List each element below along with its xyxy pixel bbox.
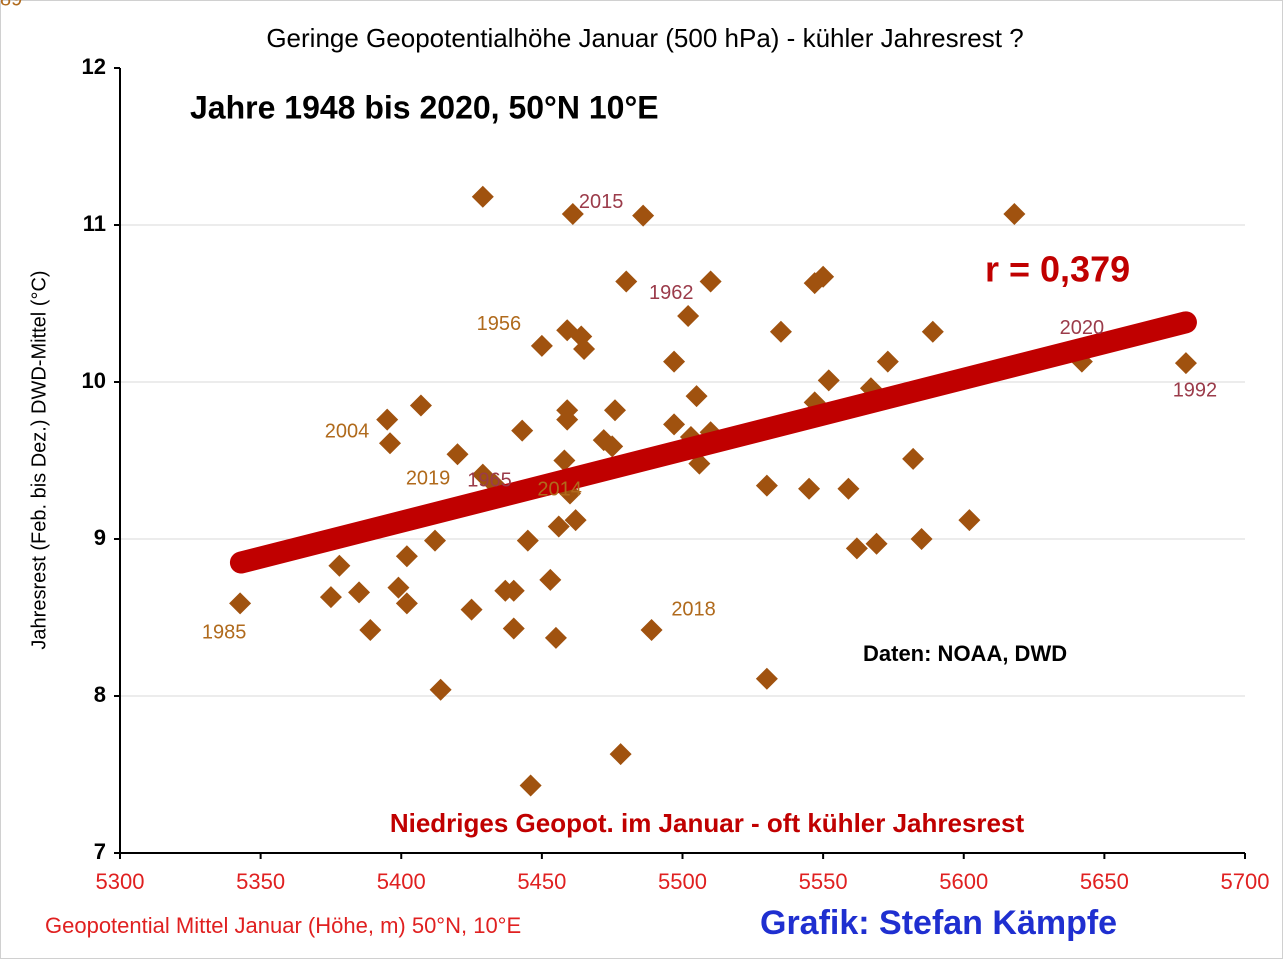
- point: [516, 529, 539, 552]
- point: [865, 532, 888, 555]
- trend-line: [229, 311, 1197, 574]
- point: [379, 432, 401, 455]
- point: [615, 270, 638, 293]
- source: Daten: NOAA, DWD: [863, 641, 1067, 666]
- point: [1174, 352, 1197, 375]
- point: [1003, 203, 1026, 226]
- x-tick-label: 5300: [96, 869, 145, 894]
- point-label: 1989: [0, 0, 22, 10]
- point: [755, 667, 778, 690]
- point: [685, 385, 708, 408]
- point: [604, 399, 626, 422]
- point: [556, 408, 579, 431]
- point: [511, 419, 534, 442]
- point: [424, 529, 446, 552]
- x-axis-label: Geopotential Mittel Januar (Höhe, m) 50°…: [45, 913, 521, 938]
- point-label: 2014: [537, 478, 582, 500]
- point: [502, 579, 525, 602]
- point: [359, 619, 382, 642]
- point: [539, 568, 562, 591]
- y-axis-label: Jahresrest (Feb. bis Dez.) DWD-Mittel (°…: [28, 270, 50, 649]
- y-tick-label: 7: [94, 839, 106, 864]
- point: [319, 586, 342, 609]
- point: [387, 576, 410, 599]
- y-tick-label: 9: [94, 525, 106, 550]
- point: [640, 619, 663, 642]
- point-label: 1985: [202, 622, 247, 644]
- point: [502, 617, 525, 640]
- point-label: 2020: [1060, 317, 1105, 339]
- point: [561, 203, 584, 226]
- point: [460, 598, 483, 621]
- point: [395, 545, 418, 568]
- y-tick-label: 10: [82, 368, 106, 393]
- point: [910, 528, 933, 550]
- point-label: 1956: [477, 313, 522, 335]
- point: [755, 474, 778, 497]
- point: [817, 369, 840, 392]
- point: [958, 509, 981, 532]
- point: [921, 320, 944, 343]
- point: [663, 413, 686, 436]
- point: [429, 678, 452, 701]
- point-label: 1965: [467, 470, 512, 492]
- point: [530, 334, 553, 357]
- point: [632, 204, 655, 227]
- x-tick-label: 5700: [1221, 869, 1270, 894]
- x-tick-label: 5400: [377, 869, 426, 894]
- point: [446, 443, 469, 466]
- chart-title: Geringe Geopotentialhöhe Januar (500 hPa…: [266, 23, 1023, 53]
- point: [769, 320, 792, 343]
- point-label: 2015: [579, 191, 624, 213]
- credit: Grafik: Stefan Kämpfe: [760, 904, 1117, 942]
- point-label: 2018: [671, 598, 716, 620]
- y-tick-label: 8: [94, 682, 106, 707]
- point: [395, 592, 418, 615]
- point: [699, 270, 722, 293]
- note: Niedriges Geopot. im Januar - oft kühler…: [390, 808, 1025, 838]
- point: [409, 394, 432, 417]
- point-label: 1992: [1173, 379, 1218, 401]
- point-label: 2019: [406, 467, 451, 489]
- point: [564, 509, 587, 532]
- point: [348, 581, 371, 604]
- y-tick-label: 11: [83, 211, 106, 236]
- point: [544, 626, 567, 649]
- point: [471, 185, 494, 208]
- correlation: r = 0,379: [985, 249, 1130, 290]
- point: [902, 447, 925, 470]
- point: [798, 477, 821, 500]
- point: [812, 265, 835, 288]
- x-tick-label: 5350: [236, 869, 285, 894]
- point: [376, 408, 399, 431]
- x-tick-label: 5650: [1080, 869, 1129, 894]
- point: [553, 449, 576, 472]
- point: [328, 554, 351, 577]
- point: [876, 350, 899, 373]
- point: [519, 774, 542, 797]
- point: [837, 477, 860, 500]
- x-tick-label: 5550: [799, 869, 848, 894]
- point: [677, 305, 700, 328]
- y-tick-label: 12: [82, 54, 106, 79]
- x-tick-label: 5450: [517, 869, 566, 894]
- point: [663, 350, 686, 373]
- point-label: 2004: [325, 421, 370, 443]
- x-tick-label: 5500: [658, 869, 707, 894]
- x-tick-label: 5600: [939, 869, 988, 894]
- point: [609, 743, 632, 766]
- subtitle: Jahre 1948 bis 2020, 50°N 10°E: [190, 89, 659, 125]
- point: [573, 338, 596, 361]
- point: [547, 515, 570, 538]
- point: [601, 435, 624, 458]
- point: [845, 537, 868, 560]
- point-label: 1962: [649, 282, 694, 304]
- point: [229, 592, 252, 615]
